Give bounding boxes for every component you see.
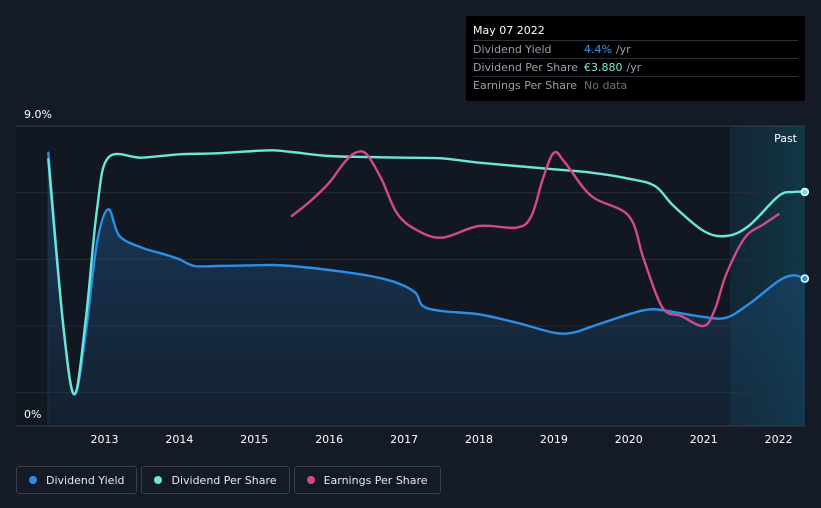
legend-dot-icon [29, 476, 37, 484]
dividend-per-share-line [47, 149, 806, 396]
past-label: Past [774, 132, 798, 145]
legend-item-earnings-per-share[interactable]: Earnings Per Share [293, 466, 441, 494]
x-tick-label: 2021 [690, 433, 718, 446]
series-areas [48, 152, 805, 426]
end-markers [800, 187, 810, 283]
legend-dot-icon [306, 476, 315, 484]
x-tick-label: 2014 [165, 433, 193, 446]
tooltip-row-earnings-per-share: Earnings Per Share No data [473, 76, 798, 94]
dividend-yield-area [48, 152, 805, 426]
tooltip-value: 4.4% [584, 43, 612, 56]
tooltip-row-dividend-per-share: Dividend Per Share €3.880 /yr [473, 58, 798, 76]
legend-label: Dividend Yield [46, 473, 125, 487]
legend-item-dividend-yield[interactable]: Dividend Yield [16, 466, 138, 494]
tooltip-value: €3.880 [584, 61, 623, 74]
earnings-per-share-line [290, 150, 780, 328]
x-tick-label: 2018 [465, 433, 493, 446]
tooltip-label: Earnings Per Share [473, 79, 578, 92]
dividend-yield-line [47, 151, 806, 396]
dividend-yield-end-marker [800, 274, 810, 283]
legend-label: Earnings Per Share [323, 473, 428, 487]
tooltip-row-dividend-yield: Dividend Yield 4.4% /yr [473, 40, 798, 58]
series-lines [47, 149, 806, 396]
legend-dot-icon [154, 476, 163, 484]
legend-label: Dividend Per Share [171, 473, 277, 487]
tooltip-date: May 07 2022 [473, 24, 545, 37]
chart-legend: Dividend Yield Dividend Per Share Earnin… [16, 466, 445, 494]
x-tick-label: 2016 [315, 433, 343, 446]
y-min-label: 0% [24, 408, 41, 421]
tooltip-label: Dividend Yield [473, 43, 552, 56]
tooltip-label: Dividend Per Share [473, 61, 579, 74]
x-tick-label: 2020 [615, 433, 643, 446]
tooltip-value: No data [584, 79, 628, 92]
x-tick-label: 2022 [765, 433, 793, 446]
x-tick-label: 2017 [390, 433, 418, 446]
axis-labels: 2013 2014 2015 2016 2017 2018 2019 2020 2021 2022… [24, 108, 793, 446]
hover-tooltip: May 07 2022 Dividend Yield 4.4% /yr Divi… [466, 16, 805, 101]
y-max-label: 9.0% [24, 108, 52, 121]
tooltip-unit: /yr [626, 61, 642, 74]
legend-item-dividend-per-share[interactable]: Dividend Per Share [141, 466, 290, 494]
dividend-per-share-end-marker [800, 187, 810, 197]
x-tick-label: 2013 [91, 433, 119, 446]
x-tick-label: 2015 [240, 433, 268, 446]
tooltip-unit: /yr [615, 43, 631, 56]
x-tick-label: 2019 [540, 433, 568, 446]
